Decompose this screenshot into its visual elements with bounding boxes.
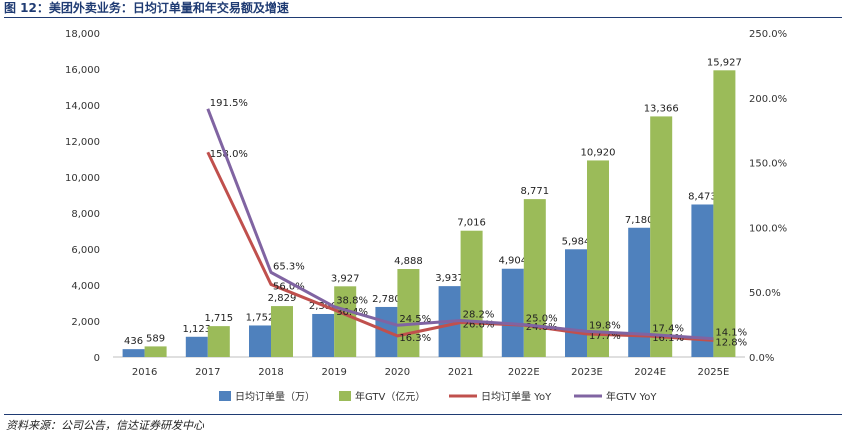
line-gtv-yoy-label: 24.5% <box>399 314 431 325</box>
bar-gtv <box>460 230 483 357</box>
line-orders-yoy-label: 16.3% <box>399 333 431 344</box>
y-left-tick-label: 16,000 <box>65 65 100 76</box>
bar-orders-label: 436 <box>124 336 143 347</box>
title-rule <box>4 17 842 18</box>
x-tick-label: 2024E <box>634 367 666 378</box>
bar-gtv-label: 15,927 <box>707 57 742 68</box>
line-orders-yoy-label: 56.0% <box>273 281 305 292</box>
bar-gtv <box>587 160 609 357</box>
bar-orders-label: 2,780 <box>372 294 401 305</box>
x-tick-label: 2016 <box>132 367 157 378</box>
source-note: 资料来源：公司公告，信达证券研发中心 <box>6 419 204 432</box>
bar-gtv-label: 4,888 <box>394 256 423 267</box>
y-left-tick-label: 4,000 <box>71 281 100 292</box>
y-left-tick-label: 0 <box>94 353 100 364</box>
bar-gtv <box>713 70 736 358</box>
y-right-tick-label: 150.0% <box>749 159 787 170</box>
combo-chart: 0 2,000 4,000 6,000 8,000 10,000 12,000 14,000 1… <box>65 29 787 403</box>
x-tick-label: 2025E <box>698 367 730 378</box>
bar-orders-label: 3,937 <box>435 273 464 284</box>
bar-orders <box>185 336 208 357</box>
bar-gtv-label: 10,920 <box>581 147 616 158</box>
bar-gtv <box>207 326 230 357</box>
x-tick-label: 2021 <box>448 367 473 378</box>
legend-label-gtv: 年GTV（亿元） <box>355 390 425 403</box>
x-tick-label: 2022E <box>508 367 540 378</box>
bar-orders <box>691 204 714 357</box>
legend-label-gtv-yoy: 年GTV YoY <box>606 390 657 403</box>
line-gtv-yoy-label: 19.8% <box>589 320 621 331</box>
line-gtv-yoy-label: 17.4% <box>652 323 684 334</box>
figure-title: 图 12：美团外卖业务：日均订单量和年交易额及增速 <box>4 1 289 15</box>
bar-gtv-label: 589 <box>146 333 165 344</box>
y-left-tick-label: 10,000 <box>65 173 100 184</box>
bar-gtv <box>523 199 546 357</box>
legend-swatch-gtv <box>339 391 351 401</box>
y-right-tick-label: 0.0% <box>749 353 774 364</box>
x-tick-label: 2017 <box>195 367 220 378</box>
y-left-tick-label: 12,000 <box>65 137 100 148</box>
bar-gtv-label: 1,715 <box>204 313 233 324</box>
legend-label-orders-yoy: 日均订单量 YoY <box>481 391 552 403</box>
bar-gtv-label: 8,771 <box>520 186 549 197</box>
line-gtv-yoy-label: 191.5% <box>210 98 248 109</box>
bar-gtv <box>650 116 673 357</box>
line-gtv-yoy-label: 14.1% <box>715 328 747 339</box>
bar-gtv-label: 7,016 <box>457 218 486 229</box>
y-right-tick-label: 200.0% <box>749 94 787 105</box>
line-orders-yoy <box>206 151 714 342</box>
bar-orders-label: 8,473 <box>688 191 717 202</box>
line-gtv-yoy-label: 38.8% <box>336 296 368 307</box>
bar-orders-label: 4,904 <box>498 256 527 267</box>
bar-orders <box>312 313 335 357</box>
legend-label-orders: 日均订单量（万） <box>235 391 315 403</box>
x-tick-label: 2018 <box>258 367 283 378</box>
bar-orders <box>501 268 524 357</box>
line-gtv-yoy <box>206 108 714 341</box>
bar-orders <box>565 249 587 357</box>
bar-gtv <box>271 306 293 357</box>
line-gtv-yoy-label: 25.0% <box>526 314 558 325</box>
bar-gtv-label: 3,927 <box>331 273 360 284</box>
y-left-tick-label: 2,000 <box>71 317 100 328</box>
x-tick-label: 2023E <box>571 367 603 378</box>
line-orders-yoy-label: 26.6% <box>463 320 495 331</box>
y-right-tick-label: 100.0% <box>749 223 787 234</box>
bar-orders-label: 7,180 <box>625 215 654 226</box>
bar-gtv-label: 2,829 <box>268 293 297 304</box>
line-gtv-yoy-label: 65.3% <box>273 261 305 272</box>
y-left-tick-label: 14,000 <box>65 101 100 112</box>
y-right-tick-label: 50.0% <box>749 288 781 299</box>
bar-orders-label: 5,984 <box>562 236 591 247</box>
line-orders-yoy-label: 16.1% <box>652 333 684 344</box>
y-left-tick-label: 8,000 <box>71 209 100 220</box>
line-orders-yoy-label: 12.8% <box>715 337 747 348</box>
bar-orders <box>122 349 145 357</box>
bar-orders-label: 1,123 <box>182 324 211 335</box>
bar-orders <box>249 325 271 357</box>
bar-orders <box>628 227 651 357</box>
line-orders-yoy-label: 158.0% <box>210 149 248 160</box>
bottom-rule <box>4 414 842 415</box>
y-left-tick-label: 6,000 <box>71 245 100 256</box>
bar-gtv-label: 13,366 <box>644 103 679 114</box>
legend-swatch-orders <box>219 391 231 401</box>
bar-orders-label: 1,752 <box>246 312 275 323</box>
line-orders-yoy-label: 17.7% <box>589 331 621 342</box>
line-gtv-yoy-label: 28.2% <box>463 309 495 320</box>
x-tick-label: 2019 <box>321 367 346 378</box>
y-right-tick-label: 250.0% <box>749 29 787 40</box>
y-left-tick-label: 18,000 <box>65 29 100 40</box>
bar-gtv <box>144 346 167 357</box>
bar-gtv <box>334 286 357 357</box>
x-tick-label: 2020 <box>385 367 410 378</box>
